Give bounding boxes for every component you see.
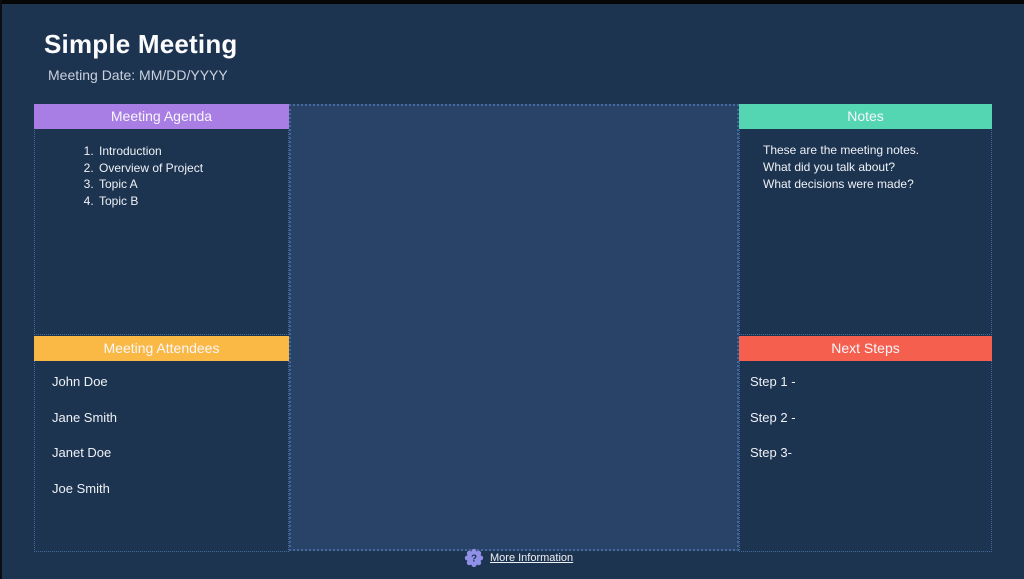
next-steps-list[interactable]: Step 1 - Step 2 - Step 3-	[740, 375, 991, 482]
svg-text:?: ?	[471, 554, 477, 565]
notes-header: Notes	[739, 104, 992, 129]
notes-text[interactable]: These are the meeting notes. What did yo…	[740, 142, 991, 193]
agenda-item[interactable]: Topic B	[97, 193, 288, 210]
center-workspace-area[interactable]	[289, 104, 739, 551]
notes-line[interactable]: What did you talk about?	[763, 160, 896, 174]
meeting-attendees-header: Meeting Attendees	[34, 336, 289, 361]
notes-line[interactable]: What decisions were made?	[763, 177, 914, 191]
notes-panel: Notes These are the meeting notes. What …	[739, 104, 992, 335]
more-information-link[interactable]: ? More Information	[464, 548, 573, 568]
attendee-name[interactable]: Joe Smith	[52, 480, 110, 496]
next-steps-panel: Next Steps Step 1 - Step 2 - Step 3-	[739, 336, 992, 552]
attendee-name[interactable]: Janet Doe	[52, 445, 112, 460]
agenda-list[interactable]: Introduction Overview of Project Topic A…	[35, 143, 288, 209]
question-mark-badge-icon[interactable]: ?	[464, 548, 484, 568]
notes-line[interactable]: These are the meeting notes.	[763, 143, 920, 157]
agenda-item[interactable]: Overview of Project	[97, 160, 288, 177]
next-step-item[interactable]: Step 3-	[750, 445, 792, 460]
agenda-item[interactable]: Topic A	[97, 176, 288, 193]
page-title: Simple Meeting	[44, 29, 238, 59]
attendee-name[interactable]: John Doe	[52, 374, 108, 389]
meeting-agenda-panel: Meeting Agenda Introduction Overview of …	[34, 104, 289, 335]
left-edge-strip	[0, 0, 2, 579]
agenda-item[interactable]: Introduction	[97, 143, 288, 160]
more-information-label[interactable]: More Information	[490, 551, 574, 564]
meeting-attendees-panel: Meeting Attendees John Doe Jane Smith Ja…	[34, 336, 289, 552]
top-edge-strip	[0, 0, 1024, 4]
next-step-item[interactable]: Step 1 -	[750, 374, 796, 389]
meeting-date-label[interactable]: Meeting Date: MM/DD/YYYY	[48, 67, 228, 83]
attendees-list[interactable]: John Doe Jane Smith Janet Doe Joe Smith	[35, 375, 288, 517]
attendee-name[interactable]: Jane Smith	[52, 409, 118, 425]
meeting-agenda-header: Meeting Agenda	[34, 104, 289, 129]
next-step-item[interactable]: Step 2 -	[750, 409, 796, 425]
next-steps-header: Next Steps	[739, 336, 992, 361]
